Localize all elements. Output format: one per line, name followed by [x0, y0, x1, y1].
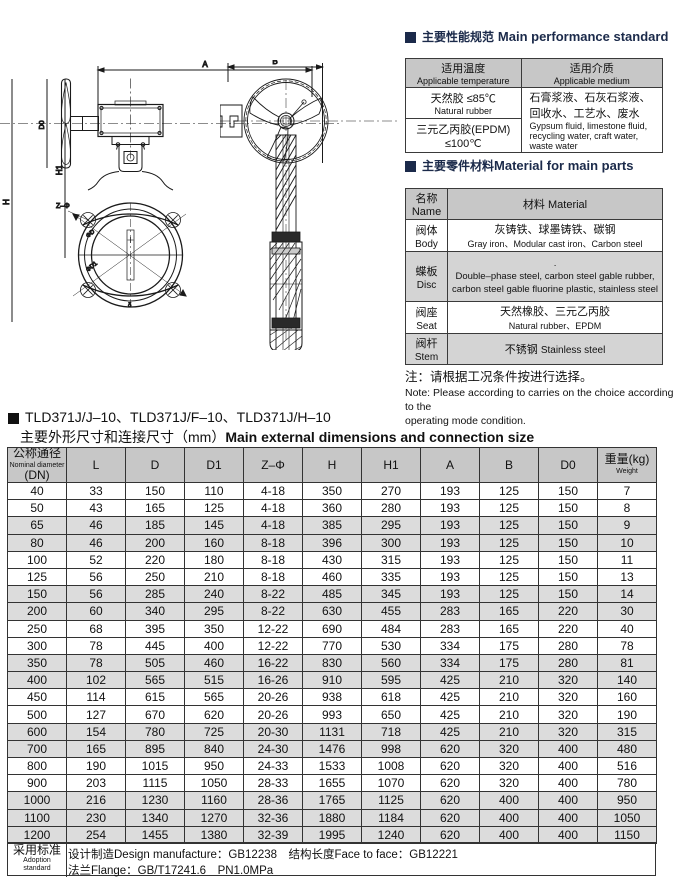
svg-text:ΦD1: ΦD1 [85, 261, 99, 274]
svg-text:H1: H1 [55, 164, 64, 175]
svg-text:δ: δ [128, 303, 132, 309]
svg-text:H: H [2, 199, 11, 205]
svg-text:Z–Φ: Z–Φ [56, 203, 70, 210]
svg-text:A: A [202, 60, 208, 69]
svg-text:D0: D0 [39, 120, 46, 129]
svg-text:B: B [272, 60, 277, 66]
